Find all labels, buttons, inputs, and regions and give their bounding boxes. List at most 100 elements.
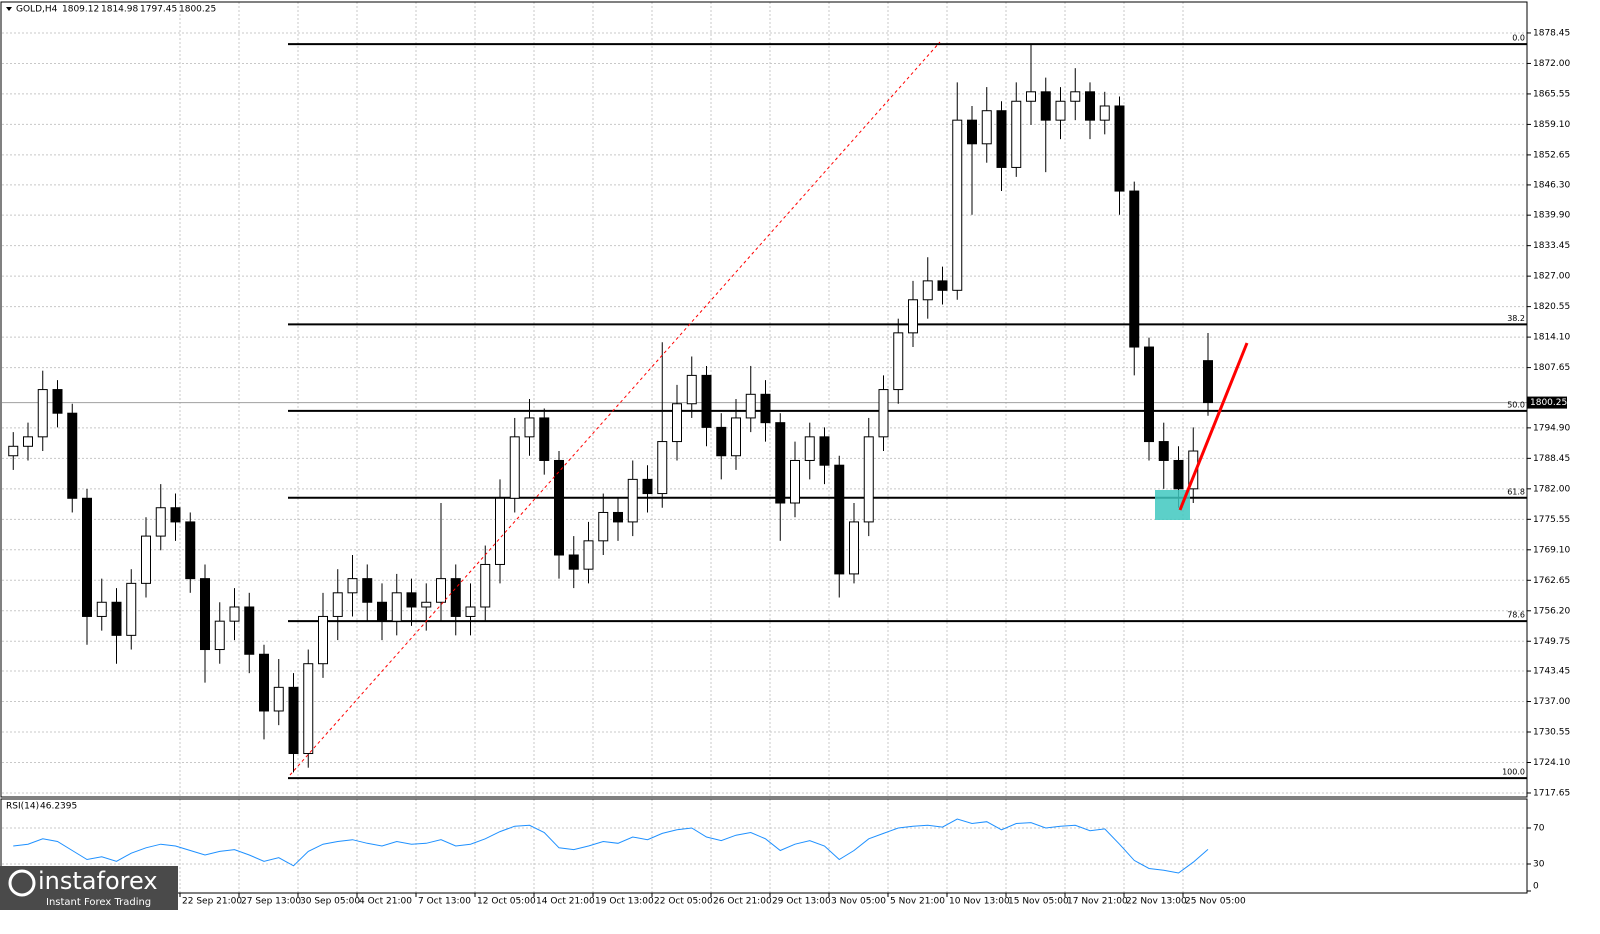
labels: 1878.45 1872.00 1865.55 1859.10 1852.65 1846.… xyxy=(179,28,1570,907)
fib-label: 78.6 xyxy=(1507,611,1525,620)
candle-body xyxy=(922,280,933,301)
y-tick-label: 1846.30 xyxy=(1533,180,1570,190)
candle-body xyxy=(908,299,918,334)
y-tick-label: 1807.65 xyxy=(1533,363,1570,373)
candle-body xyxy=(642,478,653,495)
fib-trendline xyxy=(289,41,941,776)
y-tick-label: 1717.65 xyxy=(1533,788,1570,798)
x-tick-label: 22 Oct 05:00 xyxy=(654,897,713,907)
candle-body xyxy=(1114,105,1125,192)
candle-body xyxy=(303,663,314,755)
y-tick-label: 1749.75 xyxy=(1533,637,1570,647)
candle-body xyxy=(495,497,505,565)
candle-body xyxy=(229,606,240,622)
candle-body xyxy=(82,497,92,617)
candle-body xyxy=(185,521,196,580)
candle-body xyxy=(1070,91,1081,102)
rsi-line xyxy=(13,818,1209,874)
candle-body xyxy=(244,606,255,655)
candle-body xyxy=(627,478,638,523)
candle-body xyxy=(436,578,446,603)
current-price-label: 1800.25 xyxy=(1530,398,1567,408)
y-tick-label: 1788.45 xyxy=(1533,454,1570,464)
candle-body xyxy=(214,620,225,651)
x-tick-label: 7 Oct 13:00 xyxy=(418,897,471,907)
candle-body xyxy=(1129,190,1140,348)
y-tick-label: 1865.55 xyxy=(1533,89,1570,99)
y-tick-label: 1878.45 xyxy=(1533,28,1570,38)
x-tick-label: 22 Sep 21:00 xyxy=(182,897,242,907)
candle-body xyxy=(318,615,328,665)
y-tick-label: 1794.90 xyxy=(1533,423,1570,433)
candle-body xyxy=(731,417,741,457)
candle-body xyxy=(259,653,269,712)
candle-body xyxy=(524,417,535,438)
logo-brand: instaforex xyxy=(38,867,158,895)
menu-icon xyxy=(6,7,12,11)
x-tick-label: 29 Oct 13:00 xyxy=(772,897,831,907)
candle-body xyxy=(863,436,874,523)
candle-body xyxy=(96,601,107,617)
candle-body xyxy=(37,389,48,438)
candle-body xyxy=(362,578,373,603)
candle-body xyxy=(480,563,491,608)
candle-body xyxy=(967,119,977,145)
candle-body xyxy=(539,417,550,461)
support-zone xyxy=(1155,490,1190,520)
candle-body xyxy=(657,441,668,495)
x-tick-label: 10 Nov 13:00 xyxy=(949,897,1010,907)
candle-body xyxy=(347,578,358,594)
candle-body xyxy=(1040,91,1051,121)
candle-body xyxy=(937,280,948,291)
candle-body xyxy=(878,389,889,438)
candle-body xyxy=(1188,450,1199,490)
current-price-tag xyxy=(1527,396,1567,409)
y-tick-label: 1775.55 xyxy=(1533,515,1570,525)
x-tick-label: 5 Nov 21:00 xyxy=(890,897,945,907)
candle-body xyxy=(1144,346,1154,443)
candle-body xyxy=(200,578,210,651)
y-tick-label: 1827.00 xyxy=(1533,272,1570,282)
candle-body xyxy=(126,582,137,636)
y-tick-label: 1724.10 xyxy=(1533,758,1570,768)
candle-body xyxy=(8,445,19,457)
candle-body xyxy=(509,436,520,499)
y-tick-label: 1782.00 xyxy=(1533,484,1570,494)
logo-icon xyxy=(8,869,36,897)
candle-body xyxy=(1173,459,1184,490)
y-tick-label: 1814.10 xyxy=(1533,333,1570,343)
candle-body xyxy=(819,436,830,466)
candle-body xyxy=(834,464,845,575)
candle-body xyxy=(1203,360,1213,404)
y-tick-label: 1756.20 xyxy=(1533,606,1570,616)
candle-body xyxy=(760,393,771,424)
candle-body xyxy=(893,332,904,391)
y-tick-label: 0 xyxy=(1533,882,1539,892)
x-tick-label: 26 Oct 21:00 xyxy=(713,897,772,907)
x-tick-label: 4 Oct 21:00 xyxy=(359,897,412,907)
candle-body xyxy=(377,601,387,622)
y-tick-label: 70 xyxy=(1533,824,1545,834)
candle-body xyxy=(67,412,78,499)
x-tick-label: 3 Nov 05:00 xyxy=(831,897,886,907)
logo-tagline: Instant Forex Trading xyxy=(46,897,151,908)
y-tick-label: 1839.90 xyxy=(1533,211,1570,221)
ohlc-close: 1800.25 xyxy=(179,5,216,15)
candle-body xyxy=(554,459,564,556)
candle-body xyxy=(391,592,402,622)
rsi-panel-border xyxy=(0,798,1528,894)
x-tick-label: 15 Nov 05:00 xyxy=(1008,897,1069,907)
rsi-title: RSI(14) xyxy=(6,802,39,812)
candle-body xyxy=(141,535,151,584)
y-tick-label: 1852.65 xyxy=(1533,150,1570,160)
marks xyxy=(8,43,1527,874)
y-tick-label: 1743.45 xyxy=(1533,667,1570,677)
candle-body xyxy=(613,511,623,523)
candle-body xyxy=(686,374,697,405)
candle-body xyxy=(716,426,727,457)
candle-body xyxy=(450,578,461,617)
y-tick-label: 1769.10 xyxy=(1533,545,1570,555)
x-tick-label: 27 Sep 13:00 xyxy=(241,897,301,907)
candle-body xyxy=(583,540,594,570)
